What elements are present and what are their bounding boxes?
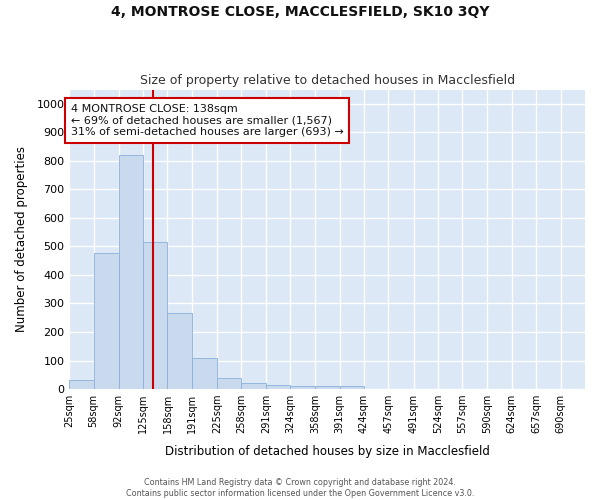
X-axis label: Distribution of detached houses by size in Macclesfield: Distribution of detached houses by size … bbox=[164, 444, 490, 458]
Bar bbox=[340, 386, 364, 389]
Bar bbox=[143, 242, 167, 389]
Bar bbox=[290, 386, 315, 389]
Bar bbox=[167, 314, 192, 389]
Bar bbox=[192, 358, 217, 389]
Bar bbox=[119, 155, 143, 389]
Bar bbox=[69, 380, 94, 389]
Y-axis label: Number of detached properties: Number of detached properties bbox=[15, 146, 28, 332]
Bar bbox=[94, 253, 119, 389]
Title: Size of property relative to detached houses in Macclesfield: Size of property relative to detached ho… bbox=[140, 74, 515, 87]
Bar bbox=[241, 383, 266, 389]
Text: 4 MONTROSE CLOSE: 138sqm
← 69% of detached houses are smaller (1,567)
31% of sem: 4 MONTROSE CLOSE: 138sqm ← 69% of detach… bbox=[71, 104, 343, 137]
Bar bbox=[315, 386, 340, 389]
Bar bbox=[266, 386, 290, 389]
Text: Contains HM Land Registry data © Crown copyright and database right 2024.
Contai: Contains HM Land Registry data © Crown c… bbox=[126, 478, 474, 498]
Text: 4, MONTROSE CLOSE, MACCLESFIELD, SK10 3QY: 4, MONTROSE CLOSE, MACCLESFIELD, SK10 3Q… bbox=[111, 5, 489, 19]
Bar bbox=[217, 378, 241, 389]
